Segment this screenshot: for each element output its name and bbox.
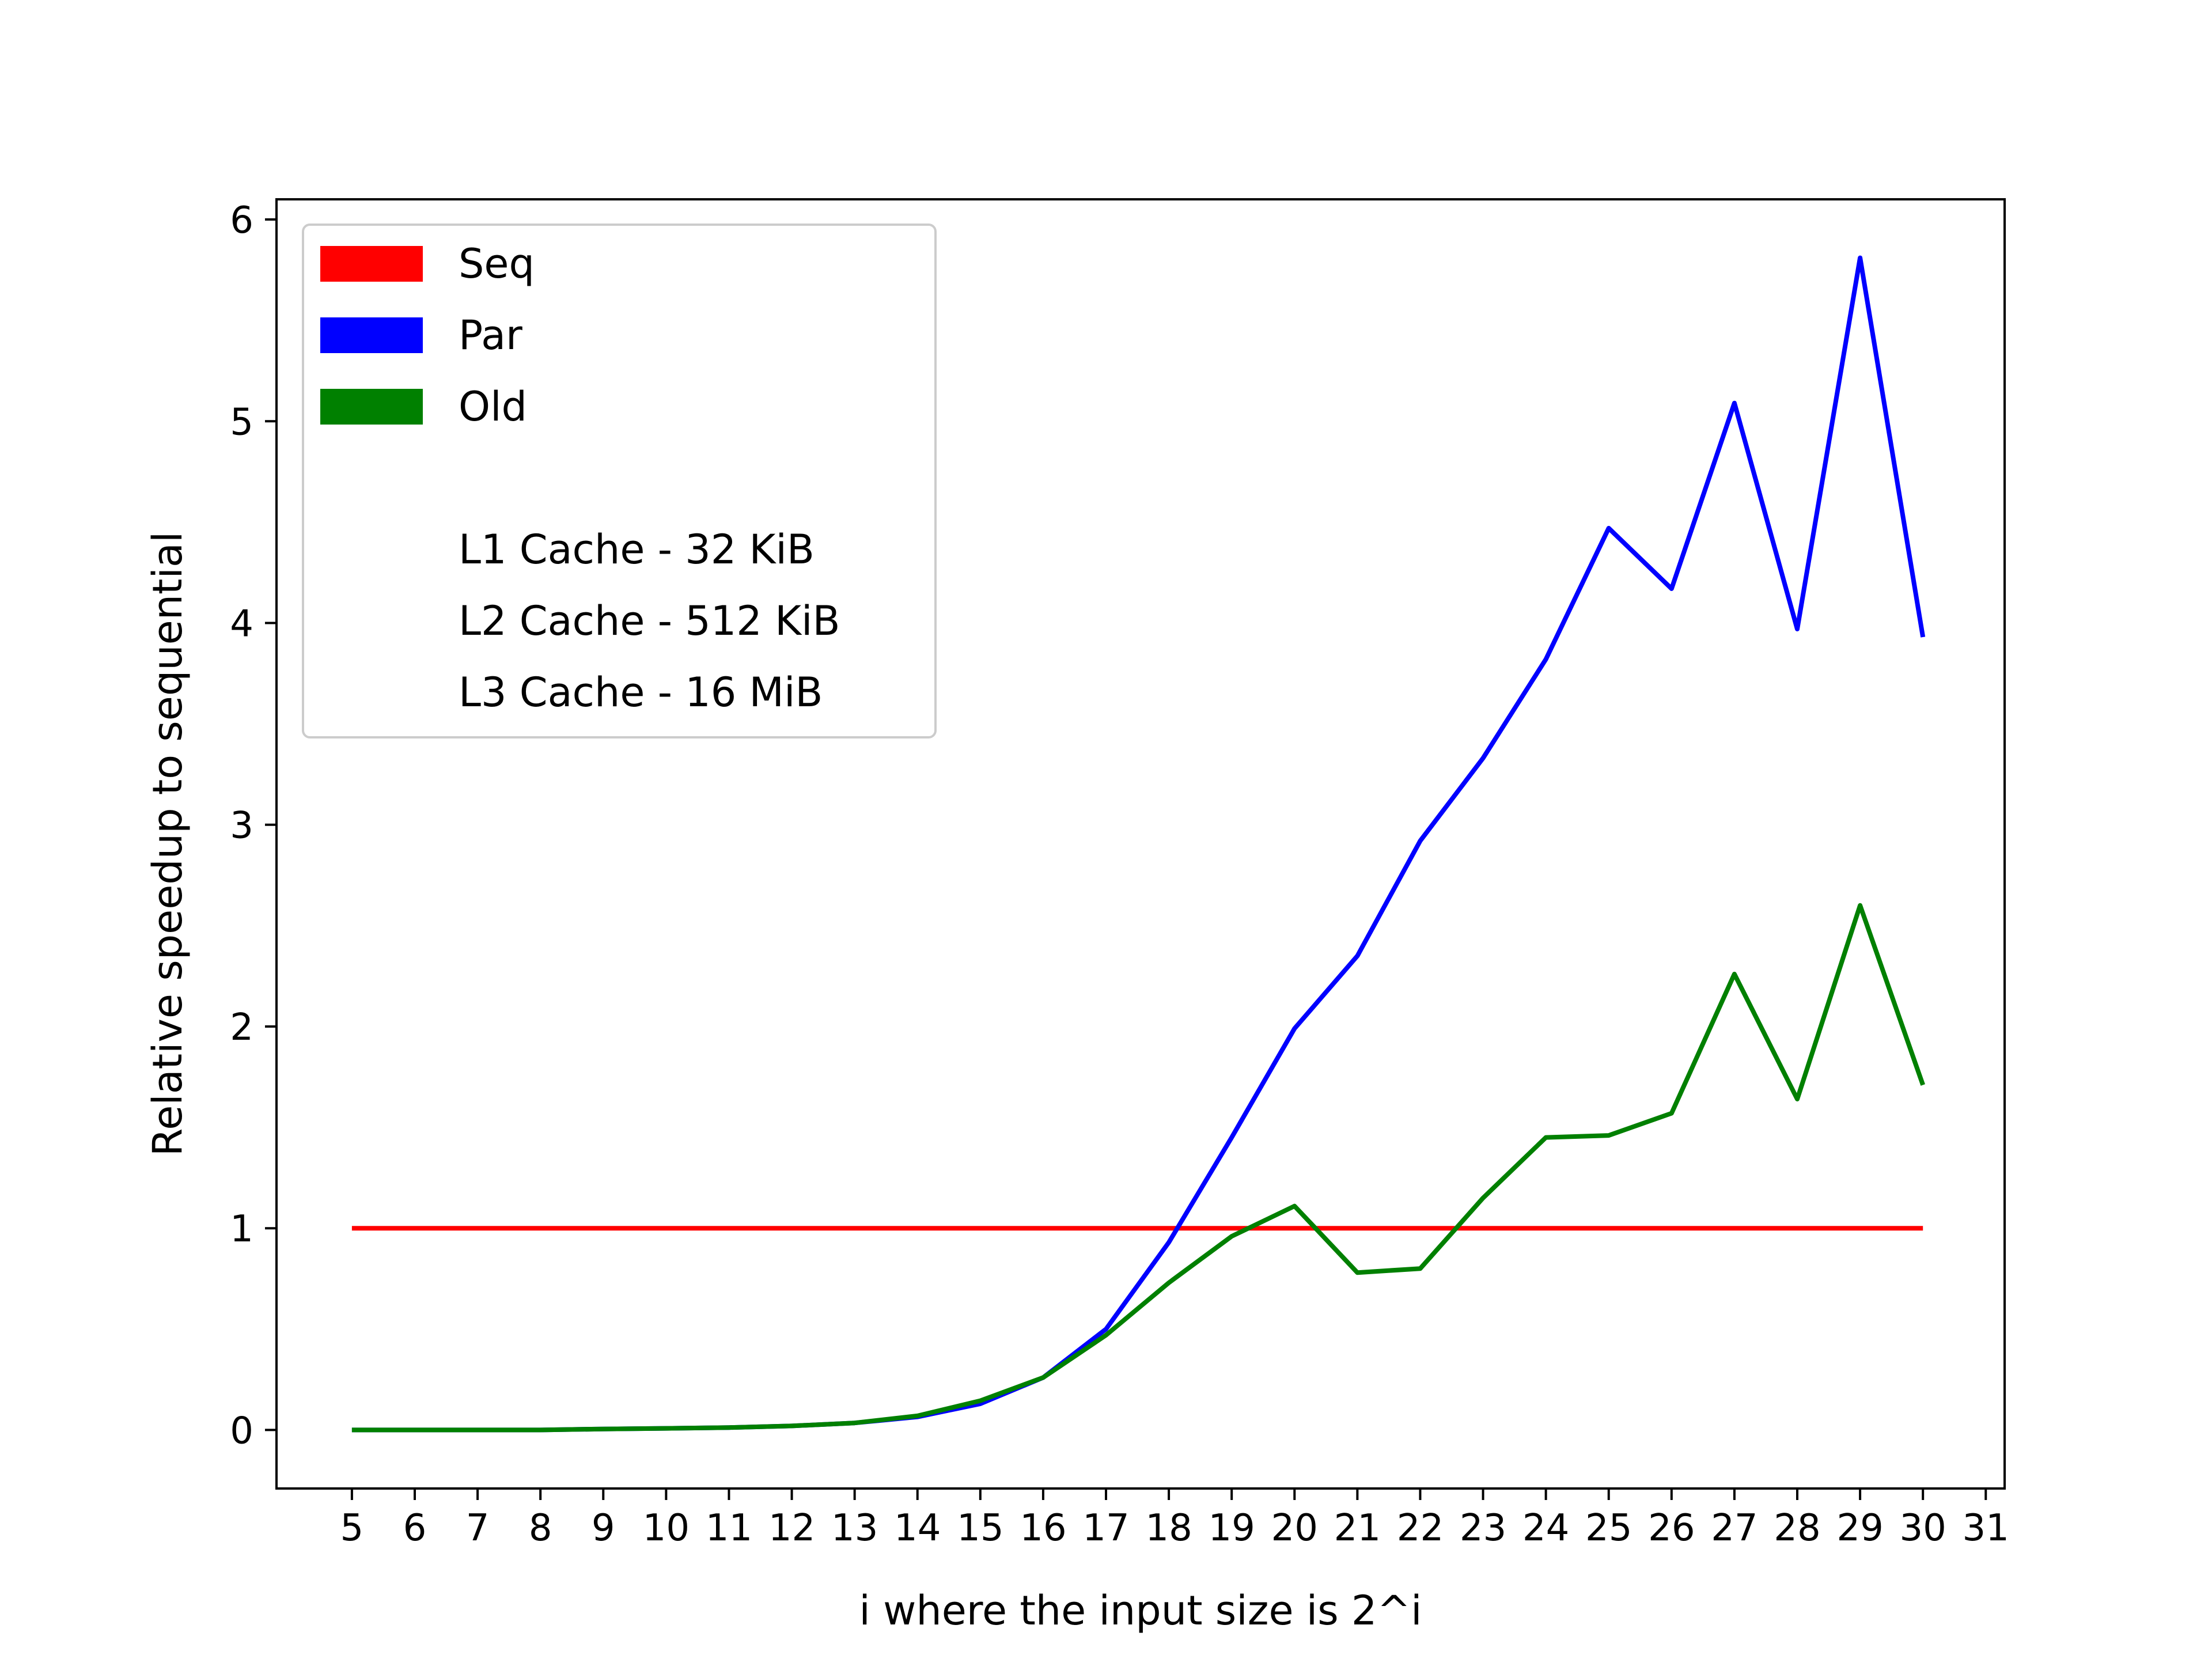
x-tick-label-15: 15	[957, 1507, 1003, 1550]
x-tick-label-17: 17	[1082, 1507, 1129, 1550]
x-tick-label-30: 30	[1899, 1507, 1946, 1550]
x-tick-label-9: 9	[592, 1507, 615, 1550]
legend-note-l2-cache: L2 Cache - 512 KiB	[459, 597, 840, 645]
x-tick-label-20: 20	[1271, 1507, 1318, 1550]
x-tick-label-31: 31	[1963, 1507, 2009, 1550]
x-tick-label-23: 23	[1460, 1507, 1506, 1550]
legend-note-l1-cache: L1 Cache - 32 KiB	[459, 526, 815, 573]
x-tick-label-8: 8	[529, 1507, 552, 1550]
x-tick-label-18: 18	[1145, 1507, 1192, 1550]
y-tick-label-1: 1	[230, 1208, 253, 1251]
plot-frame	[275, 198, 2006, 1490]
y-tick-label-2: 2	[230, 1006, 253, 1049]
series-line-old	[351, 903, 1925, 1433]
x-tick-label-28: 28	[1774, 1507, 1820, 1550]
x-tick-label-16: 16	[1020, 1507, 1066, 1550]
x-tick-label-24: 24	[1522, 1507, 1569, 1550]
legend-box	[302, 224, 937, 738]
legend-note-l3-cache: L3 Cache - 16 MiB	[459, 669, 823, 716]
y-tick-label-5: 5	[230, 401, 253, 444]
x-tick-label-22: 22	[1397, 1507, 1444, 1550]
x-tick-label-6: 6	[403, 1507, 427, 1550]
y-axis-title: Relative speedup to sequential	[144, 532, 191, 1157]
series-lines	[351, 255, 1926, 1433]
axis-ticks: 5 6 7 8 9 10 11 12 13 14 15 16 17 18 19 20 21 22 23 24 25 26 2…	[230, 199, 2009, 1550]
legend-label-seq: Seq	[459, 240, 535, 287]
legend-swatch-seq	[320, 246, 423, 282]
y-tick-label-6: 6	[230, 199, 253, 242]
legend-label-old: Old	[459, 383, 527, 430]
x-tick-label-10: 10	[643, 1507, 690, 1550]
x-tick-label-12: 12	[768, 1507, 815, 1550]
x-tick-label-19: 19	[1208, 1507, 1255, 1550]
x-tick-label-25: 25	[1585, 1507, 1632, 1550]
x-tick-label-29: 29	[1836, 1507, 1883, 1550]
x-axis-title: i where the input size is 2^i	[859, 1587, 1422, 1634]
x-tick-label-14: 14	[894, 1507, 941, 1550]
x-tick-label-13: 13	[831, 1507, 878, 1550]
x-tick-label-11: 11	[706, 1507, 752, 1550]
legend-swatch-old	[320, 389, 423, 425]
y-tick-label-4: 4	[230, 603, 253, 645]
legend: Seq Par Old L1 Cache - 32 KiB L2 Cache -…	[302, 224, 937, 738]
legend-label-par: Par	[459, 312, 522, 359]
x-tick-label-5: 5	[340, 1507, 364, 1550]
x-tick-label-7: 7	[466, 1507, 490, 1550]
x-tick-label-27: 27	[1711, 1507, 1758, 1550]
y-tick-label-3: 3	[230, 805, 253, 847]
x-tick-label-26: 26	[1648, 1507, 1695, 1550]
y-tick-label-0: 0	[230, 1410, 253, 1452]
x-tick-label-21: 21	[1334, 1507, 1381, 1550]
legend-swatch-par	[320, 317, 423, 353]
